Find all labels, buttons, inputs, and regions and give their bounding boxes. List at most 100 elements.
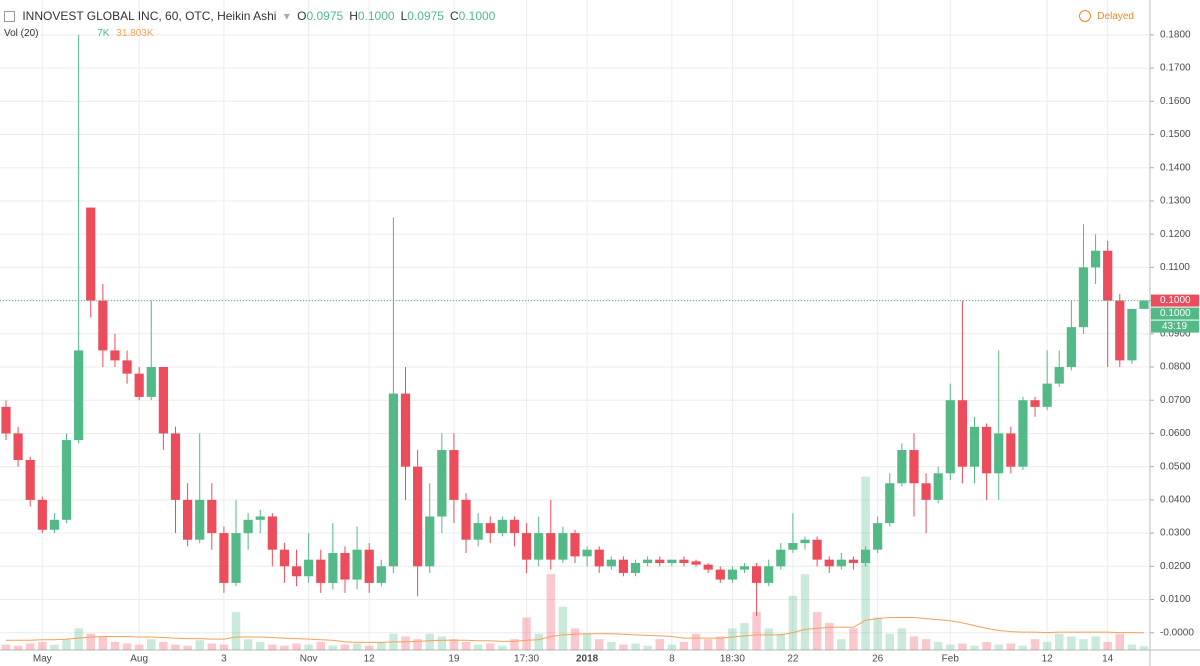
volume-bar — [86, 633, 95, 650]
volume-bar — [740, 622, 749, 650]
candle-body — [134, 373, 144, 397]
candle-body — [1066, 327, 1076, 368]
x-tick-label: 14 — [1102, 654, 1114, 665]
candle-body — [449, 450, 459, 500]
candle-body — [304, 559, 314, 577]
volume-bar — [909, 636, 919, 650]
volume-bar — [195, 640, 204, 650]
volume-bar — [546, 574, 556, 650]
x-tick-label: 8 — [669, 654, 675, 665]
volume-bar — [255, 641, 265, 650]
candle-body — [497, 519, 507, 534]
candle-body — [848, 559, 859, 563]
y-tick-label: 0.1300 — [1160, 196, 1191, 207]
candle-body — [836, 559, 846, 567]
candle-body — [764, 566, 774, 583]
volume-bar — [1018, 645, 1028, 650]
volume-bar — [50, 644, 59, 650]
countdown: 43:19 — [1162, 321, 1187, 332]
candle-body — [921, 483, 931, 500]
volume-bar — [558, 606, 568, 650]
price-tag-label: 0.1000 — [1160, 295, 1191, 306]
volume-bar — [837, 639, 846, 650]
volume-bar — [74, 628, 83, 650]
volume-bar — [38, 641, 47, 650]
candle-body — [509, 519, 520, 534]
volume-bar — [461, 641, 471, 650]
price-tag — [1151, 307, 1199, 320]
volume-bar — [970, 645, 979, 650]
x-tick-label: 17:30 — [514, 654, 539, 665]
candle-body — [1115, 300, 1125, 361]
volume-bar — [776, 633, 786, 650]
volume-bar — [631, 643, 640, 650]
volume-bar — [171, 644, 180, 650]
candle-body — [352, 549, 362, 580]
volume-bar — [159, 641, 168, 650]
x-tick-label: 22 — [787, 654, 799, 665]
candle-body — [594, 549, 604, 567]
ohlc-value: 0.0975 — [407, 9, 444, 23]
price-tag-label: 0.1000 — [1160, 308, 1191, 319]
collapse-icon[interactable] — [4, 11, 15, 23]
volume-bar — [316, 641, 326, 650]
volume-bar — [594, 639, 604, 650]
volume-bar — [1006, 643, 1016, 650]
candle-body — [570, 533, 580, 557]
y-tick-label: 0.1500 — [1160, 129, 1191, 140]
volume-bar — [1030, 639, 1040, 650]
header: INNOVEST GLOBAL INC, 60, OTC, Heikin Ash… — [4, 9, 505, 23]
volume-bar — [1079, 639, 1088, 650]
volume-bar — [401, 636, 410, 650]
volume-bar — [570, 628, 580, 650]
x-tick-label: 26 — [872, 654, 884, 665]
candle-body — [776, 549, 786, 567]
y-tick-label: -0.0000 — [1160, 627, 1194, 638]
x-tick-label: Feb — [942, 654, 960, 665]
volume-bar — [679, 641, 689, 650]
volume-bar — [122, 643, 132, 650]
candle-body — [909, 450, 919, 484]
volume-bar — [328, 645, 338, 650]
volume-bar — [304, 644, 313, 650]
candle-body — [546, 533, 556, 560]
volume-bar — [764, 628, 773, 650]
status-icon — [1078, 10, 1091, 22]
volume-bar — [1055, 633, 1064, 650]
ohlc-label: O — [297, 9, 307, 23]
volume-bar — [486, 643, 495, 650]
candle-body — [364, 549, 374, 583]
y-tick-label: 0.0200 — [1160, 561, 1191, 572]
candle-body — [243, 519, 253, 534]
candle-body — [291, 566, 302, 577]
volume-bar — [982, 641, 991, 650]
candle-body — [897, 450, 907, 484]
candle-body — [788, 543, 798, 550]
candle-body — [1018, 400, 1028, 467]
candle-body — [751, 566, 762, 583]
dropdown[interactable]: ▾ — [283, 9, 290, 23]
candle-body — [195, 499, 205, 540]
candle-body — [1090, 250, 1101, 268]
candle-body — [388, 393, 399, 567]
candle-body — [982, 426, 992, 474]
y-tick-label: 0.0600 — [1160, 428, 1191, 439]
candle-body — [413, 466, 423, 567]
volume-bar — [812, 612, 822, 650]
volume-bar — [473, 644, 483, 650]
volume-bar — [921, 639, 931, 650]
candle-body — [37, 499, 47, 530]
x-tick-label: 2018 — [576, 654, 599, 665]
candle-body — [1127, 308, 1137, 361]
x-tick-label: May — [33, 654, 52, 665]
candle-body — [715, 569, 725, 580]
candle-body — [255, 516, 265, 520]
y-tick-label: 0.1400 — [1160, 162, 1191, 173]
candle-body — [437, 450, 447, 517]
candle-body — [485, 523, 495, 534]
candle-body — [400, 393, 411, 467]
candle-body — [316, 559, 326, 583]
x-tick-label: Aug — [130, 654, 148, 665]
candle-body — [74, 350, 84, 441]
x-tick-label: 18:30 — [720, 654, 745, 665]
